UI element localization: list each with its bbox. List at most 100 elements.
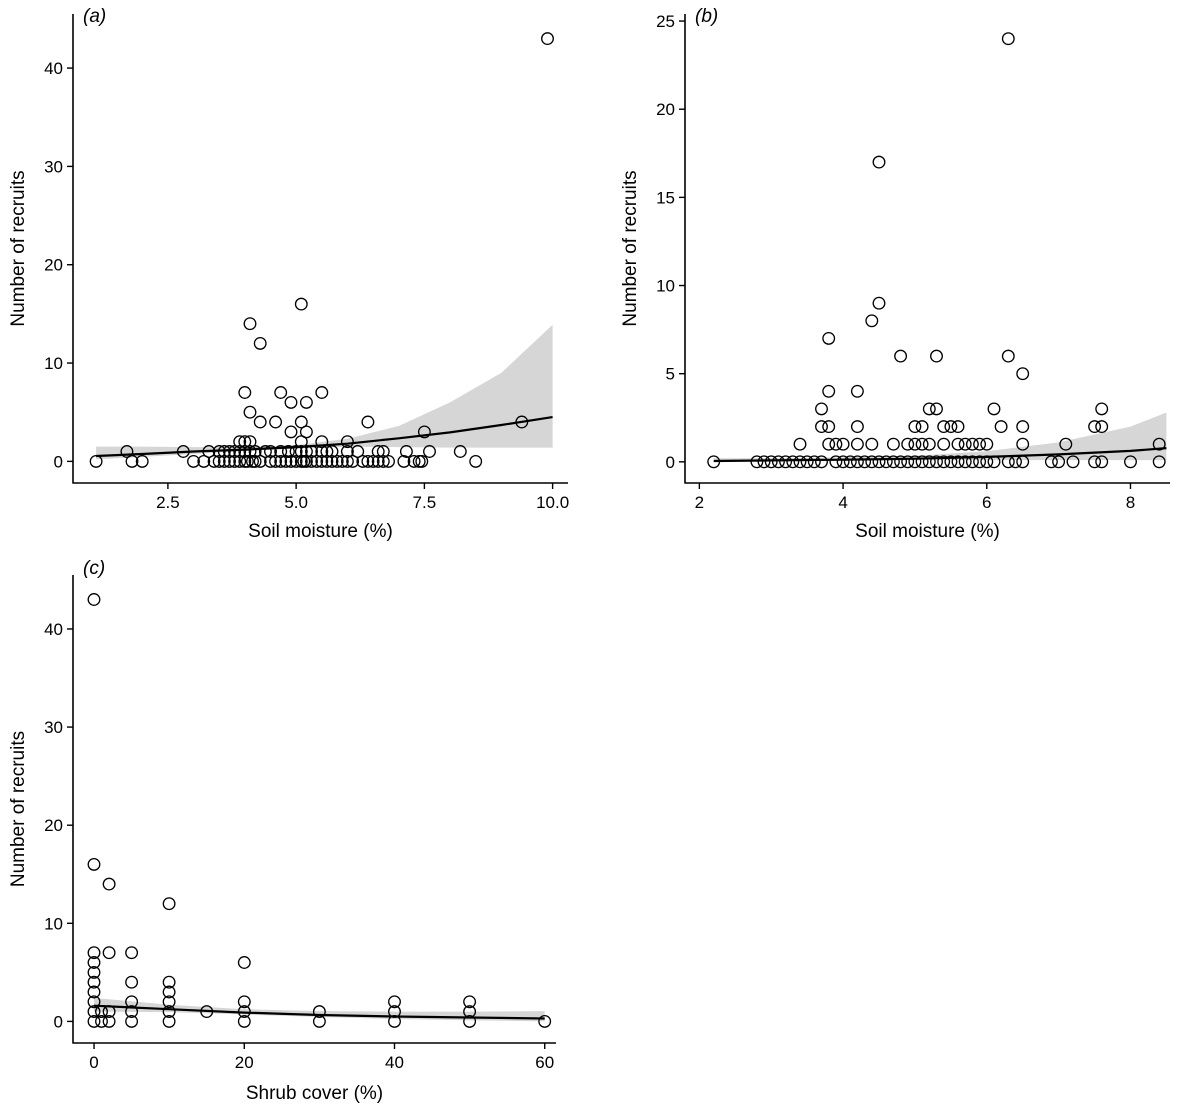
x-axis-title: Shrub cover (%): [246, 1083, 383, 1104]
data-point: [750, 455, 764, 469]
data-point: [886, 437, 900, 451]
data-point: [371, 445, 385, 458]
data-point: [1016, 367, 1030, 381]
data-point: [197, 454, 211, 468]
data-point: [1095, 420, 1109, 434]
y-tick-label: 40: [44, 620, 63, 639]
data-point: [815, 455, 828, 469]
data-point: [87, 1014, 101, 1028]
data-point: [87, 975, 101, 989]
data-point: [162, 985, 176, 999]
panel-label: (b): [695, 6, 718, 27]
data-point: [289, 454, 303, 468]
data-point: [707, 455, 721, 469]
data-point: [223, 445, 236, 458]
data-point: [922, 402, 936, 416]
data-point: [786, 455, 800, 469]
data-point: [836, 437, 850, 451]
data-point: [382, 454, 395, 468]
data-point: [320, 454, 334, 468]
x-tick-label: 5.0: [284, 493, 308, 512]
data-point: [872, 296, 886, 310]
data-point: [284, 425, 298, 439]
data-point: [376, 454, 390, 468]
data-point: [237, 995, 251, 1009]
data-point: [850, 420, 864, 434]
x-tick-label: 8: [1126, 493, 1135, 512]
data-point: [901, 455, 915, 469]
data-point: [279, 454, 293, 468]
data-point: [843, 455, 857, 469]
data-point: [973, 455, 987, 469]
data-point: [463, 995, 477, 1009]
data-point: [415, 454, 429, 468]
data-point: [274, 445, 288, 458]
data-point: [850, 437, 864, 451]
data-point: [315, 445, 329, 458]
data-point: [102, 1005, 116, 1019]
data-point: [1088, 455, 1102, 469]
data-point: [248, 454, 262, 468]
data-point: [908, 437, 922, 451]
data-point: [274, 454, 288, 468]
data-point: [233, 435, 247, 449]
data-point: [340, 435, 354, 449]
data-point: [340, 445, 354, 458]
data-point: [1059, 437, 1073, 451]
y-tick-label: 0: [54, 452, 63, 471]
data-point: [162, 897, 176, 911]
data-point: [879, 455, 893, 469]
data-point: [1152, 437, 1166, 451]
data-point: [135, 454, 149, 468]
data-point: [320, 445, 334, 458]
data-point: [125, 975, 139, 989]
data-point: [238, 445, 252, 458]
y-tick-label: 5: [666, 365, 675, 384]
y-tick-label: 10: [44, 914, 63, 933]
data-point: [243, 405, 257, 419]
data-point: [89, 454, 103, 468]
data-point: [87, 956, 101, 969]
y-tick-label: 20: [656, 100, 675, 119]
data-point: [850, 384, 864, 398]
panel-label: (a): [83, 6, 106, 27]
data-point: [1088, 420, 1102, 434]
data-point: [944, 420, 958, 434]
data-point: [289, 445, 303, 458]
x-tick-label: 2.5: [156, 493, 180, 512]
data-point: [412, 454, 426, 468]
data-point: [330, 454, 344, 468]
data-point: [793, 437, 807, 451]
data-point: [757, 455, 771, 469]
y-tick-label: 15: [656, 188, 675, 207]
data-point: [423, 445, 436, 458]
data-point: [253, 336, 267, 350]
data-point: [125, 454, 139, 468]
data-point: [469, 454, 483, 468]
data-point: [243, 317, 257, 331]
data-point: [371, 454, 385, 468]
data-point: [872, 155, 886, 169]
y-axis-title: Number of recruits: [8, 731, 29, 887]
y-tick-label: 30: [44, 718, 63, 737]
data-point: [1001, 32, 1015, 46]
confidence-band: [96, 324, 553, 460]
data-point: [87, 593, 101, 606]
x-tick-label: 7.5: [413, 493, 437, 512]
data-point: [915, 420, 929, 434]
data-point: [994, 420, 1008, 434]
data-point: [87, 946, 101, 960]
data-point: [388, 1014, 401, 1028]
panel-a: 2.5 5.0 7.5 10.0 0 10 20 30 40 Soil moisture (%) N…: [8, 6, 569, 542]
data-point: [312, 1014, 326, 1028]
data-point: [162, 1014, 176, 1028]
data-point: [162, 1005, 176, 1019]
data-point: [237, 1005, 251, 1019]
data-point: [233, 445, 247, 458]
data-point: [243, 445, 257, 458]
data-point: [212, 445, 226, 458]
data-point: [299, 454, 313, 468]
data-point: [388, 995, 401, 1009]
data-point: [886, 455, 900, 469]
